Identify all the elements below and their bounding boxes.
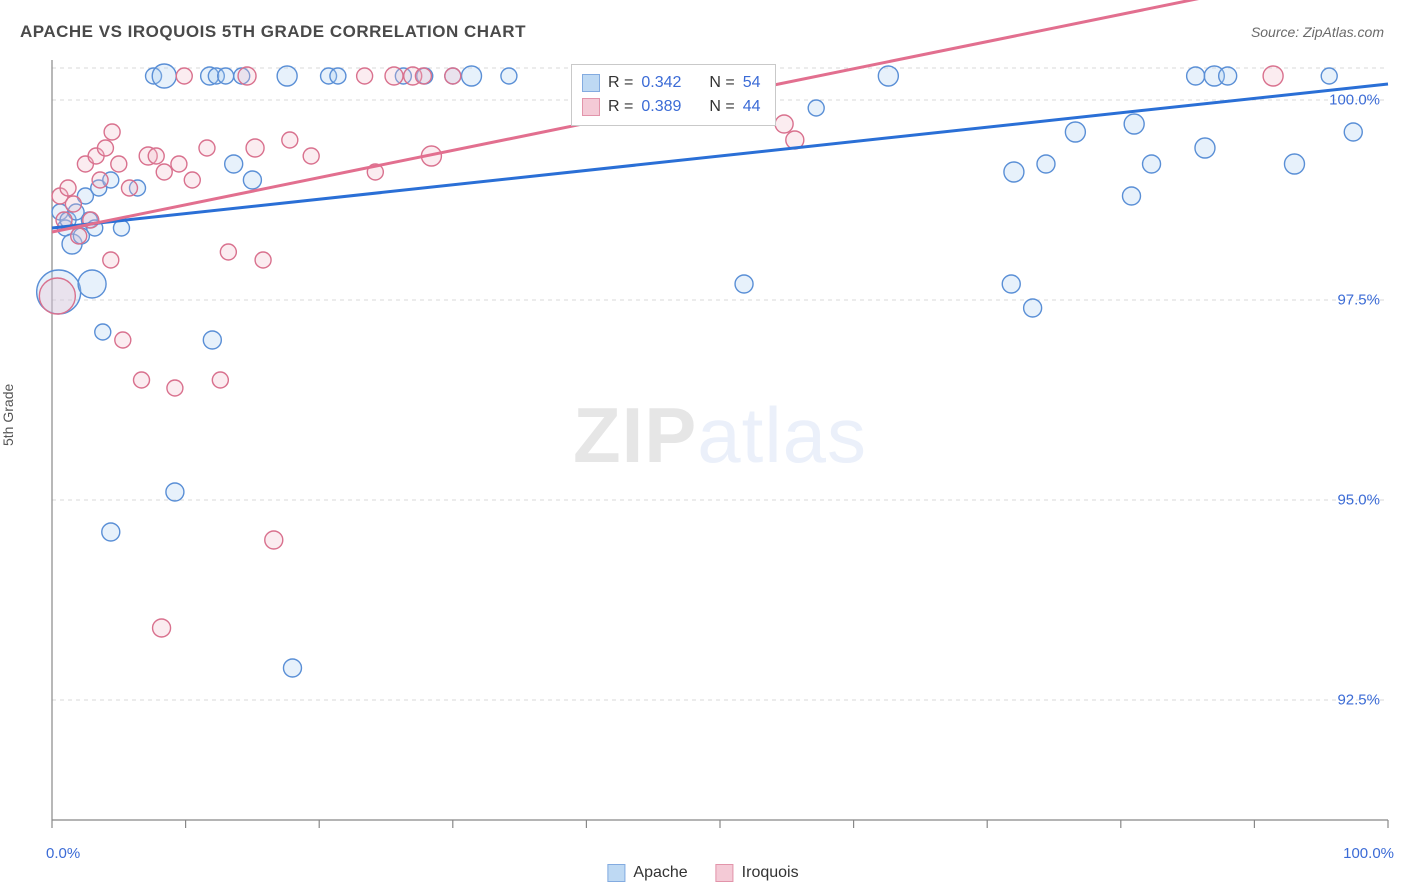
- stats-legend: R = 0.342 N = 54 R = 0.389 N = 44: [571, 64, 776, 126]
- data-point: [303, 148, 319, 164]
- r-label: R =: [608, 95, 633, 119]
- series-legend-label: Apache: [633, 864, 687, 882]
- data-point: [60, 180, 76, 196]
- data-point: [152, 64, 176, 88]
- data-point: [1321, 68, 1337, 84]
- y-tick-label: 97.5%: [1337, 292, 1380, 309]
- data-point: [1124, 114, 1144, 134]
- data-point: [277, 66, 297, 86]
- data-point: [184, 172, 200, 188]
- data-point: [1219, 67, 1237, 85]
- data-point: [501, 68, 517, 84]
- data-point: [735, 275, 753, 293]
- data-point: [95, 324, 111, 340]
- data-point: [445, 68, 461, 84]
- n-value: 44: [743, 95, 761, 119]
- data-point: [97, 140, 113, 156]
- y-axis-label: 5th Grade: [0, 384, 16, 446]
- n-value: 54: [743, 71, 761, 95]
- data-point: [357, 68, 373, 84]
- data-point: [92, 172, 108, 188]
- series-legend-item: Iroquois: [716, 864, 799, 882]
- data-point: [166, 483, 184, 501]
- data-point: [238, 67, 256, 85]
- data-point: [1195, 138, 1215, 158]
- data-point: [171, 156, 187, 172]
- series-iroquois: [39, 66, 1283, 637]
- data-point: [39, 278, 75, 314]
- data-point: [1004, 162, 1024, 182]
- chart-container: APACHE VS IROQUOIS 5TH GRADE CORRELATION…: [0, 0, 1406, 892]
- data-point: [385, 67, 403, 85]
- data-point: [65, 196, 81, 212]
- y-tick-label: 95.0%: [1337, 492, 1380, 509]
- data-point: [330, 68, 346, 84]
- data-point: [283, 659, 301, 677]
- data-point: [878, 66, 898, 86]
- source-label: Source: ZipAtlas.com: [1251, 24, 1384, 40]
- stats-legend-row: R = 0.342 N = 54: [582, 71, 761, 95]
- data-point: [808, 100, 824, 116]
- data-point: [71, 228, 87, 244]
- y-tick-label: 100.0%: [1329, 92, 1380, 109]
- legend-swatch: [582, 74, 600, 92]
- scatter-plot-svg: [52, 60, 1388, 820]
- data-point: [775, 115, 793, 133]
- r-value: 0.342: [641, 71, 681, 95]
- n-label: N =: [709, 71, 734, 95]
- data-point: [115, 332, 131, 348]
- data-point: [156, 164, 172, 180]
- series-legend-item: Apache: [607, 864, 687, 882]
- series-legend-label: Iroquois: [742, 864, 799, 882]
- data-point: [212, 372, 228, 388]
- data-point: [1002, 275, 1020, 293]
- data-point: [255, 252, 271, 268]
- data-point: [121, 180, 137, 196]
- data-point: [167, 380, 183, 396]
- series-legend: Apache Iroquois: [607, 864, 798, 882]
- data-point: [148, 148, 164, 164]
- data-point: [243, 171, 261, 189]
- data-point: [176, 68, 192, 84]
- data-point: [1344, 123, 1362, 141]
- data-point: [104, 124, 120, 140]
- data-point: [1122, 187, 1140, 205]
- data-point: [78, 270, 106, 298]
- data-point: [134, 372, 150, 388]
- y-tick-label: 92.5%: [1337, 692, 1380, 709]
- series-apache: [37, 64, 1363, 677]
- n-label: N =: [709, 95, 734, 119]
- data-point: [225, 155, 243, 173]
- legend-swatch: [582, 98, 600, 116]
- data-point: [1143, 155, 1161, 173]
- data-point: [203, 331, 221, 349]
- data-point: [415, 68, 431, 84]
- data-point: [265, 531, 283, 549]
- data-point: [1037, 155, 1055, 173]
- data-point: [282, 132, 298, 148]
- r-label: R =: [608, 71, 633, 95]
- data-point: [153, 619, 171, 637]
- r-value: 0.389: [641, 95, 681, 119]
- data-point: [462, 66, 482, 86]
- chart-title: APACHE VS IROQUOIS 5TH GRADE CORRELATION…: [20, 22, 526, 42]
- data-point: [1263, 66, 1283, 86]
- data-point: [1187, 67, 1205, 85]
- data-point: [246, 139, 264, 157]
- x-tick-max: 100.0%: [1343, 845, 1394, 862]
- legend-swatch: [607, 864, 625, 882]
- data-point: [102, 523, 120, 541]
- data-point: [199, 140, 215, 156]
- data-point: [1024, 299, 1042, 317]
- stats-legend-row: R = 0.389 N = 44: [582, 95, 761, 119]
- legend-swatch: [716, 864, 734, 882]
- plot-area: ZIPatlas: [52, 60, 1388, 820]
- data-point: [218, 68, 234, 84]
- data-point: [220, 244, 236, 260]
- data-point: [111, 156, 127, 172]
- data-point: [1284, 154, 1304, 174]
- data-point: [1065, 122, 1085, 142]
- x-tick-min: 0.0%: [46, 845, 80, 862]
- data-point: [103, 252, 119, 268]
